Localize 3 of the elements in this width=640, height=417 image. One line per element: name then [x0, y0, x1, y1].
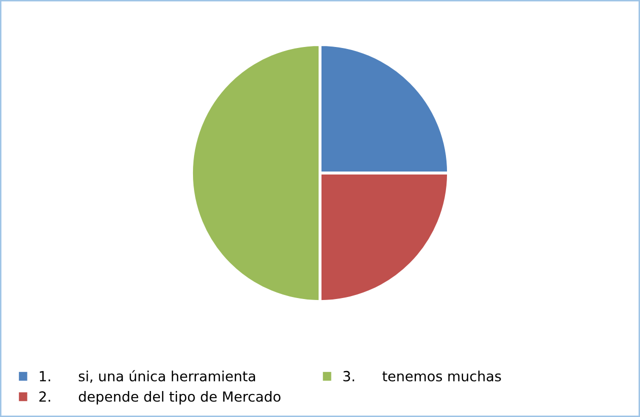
legend-label: 2. depende del tipo de Mercado	[39, 391, 280, 404]
legend-label: 1. si, una única herramienta	[40, 370, 256, 383]
legend-label: 3. tenemos muchas	[343, 370, 501, 382]
